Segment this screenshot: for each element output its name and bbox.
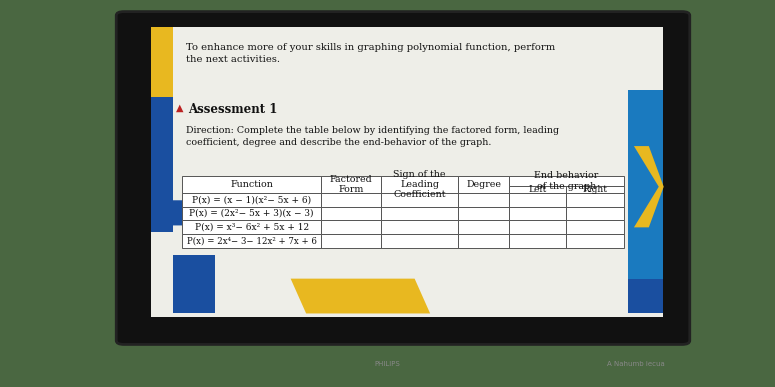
FancyBboxPatch shape xyxy=(628,90,663,279)
FancyBboxPatch shape xyxy=(458,220,509,234)
FancyBboxPatch shape xyxy=(567,207,624,220)
Text: To enhance more of your skills in graphing polynomial function, perform
the next: To enhance more of your skills in graphi… xyxy=(186,43,555,64)
FancyBboxPatch shape xyxy=(509,220,567,234)
Text: End behavior
of the graph: End behavior of the graph xyxy=(534,171,598,191)
Text: Degree: Degree xyxy=(466,180,501,189)
FancyBboxPatch shape xyxy=(567,193,624,207)
Text: PHILIPS: PHILIPS xyxy=(374,361,401,367)
FancyBboxPatch shape xyxy=(509,193,567,207)
FancyBboxPatch shape xyxy=(169,200,186,225)
FancyBboxPatch shape xyxy=(116,12,690,344)
FancyBboxPatch shape xyxy=(509,176,624,186)
FancyBboxPatch shape xyxy=(182,207,322,220)
FancyBboxPatch shape xyxy=(322,176,381,193)
Text: Sign of the
Leading
Coefficient: Sign of the Leading Coefficient xyxy=(394,170,446,199)
FancyBboxPatch shape xyxy=(509,186,567,193)
FancyBboxPatch shape xyxy=(322,193,381,207)
Text: Right: Right xyxy=(583,185,608,194)
Text: A Nahumb iecua: A Nahumb iecua xyxy=(607,361,664,367)
FancyBboxPatch shape xyxy=(322,220,381,234)
Text: P(x) = x³− 6x² + 5x + 12: P(x) = x³− 6x² + 5x + 12 xyxy=(195,223,308,232)
FancyBboxPatch shape xyxy=(151,27,663,317)
FancyBboxPatch shape xyxy=(322,207,381,220)
Polygon shape xyxy=(634,146,663,227)
Text: Direction: Complete the table below by identifying the factored form, leading
co: Direction: Complete the table below by i… xyxy=(186,126,559,147)
FancyBboxPatch shape xyxy=(182,193,322,207)
FancyBboxPatch shape xyxy=(458,176,509,193)
FancyBboxPatch shape xyxy=(381,234,458,248)
FancyBboxPatch shape xyxy=(381,176,458,193)
Text: Factored
Form: Factored Form xyxy=(329,175,373,194)
FancyBboxPatch shape xyxy=(458,207,509,220)
FancyBboxPatch shape xyxy=(628,279,663,313)
Text: ▲: ▲ xyxy=(176,103,184,113)
Text: Left: Left xyxy=(529,185,547,194)
FancyBboxPatch shape xyxy=(322,234,381,248)
Text: P(x) = (x − 1)(x²− 5x + 6): P(x) = (x − 1)(x²− 5x + 6) xyxy=(192,195,312,204)
FancyBboxPatch shape xyxy=(567,234,624,248)
FancyBboxPatch shape xyxy=(509,207,567,220)
Text: Function: Function xyxy=(230,180,273,189)
Text: P(x) = 2x⁴− 3− 12x² + 7x + 6: P(x) = 2x⁴− 3− 12x² + 7x + 6 xyxy=(187,236,317,245)
Text: P(x) = (2x²− 5x + 3)(x − 3): P(x) = (2x²− 5x + 3)(x − 3) xyxy=(189,209,314,218)
FancyBboxPatch shape xyxy=(381,193,458,207)
FancyBboxPatch shape xyxy=(182,220,322,234)
Text: Assessment 1: Assessment 1 xyxy=(188,103,277,116)
FancyBboxPatch shape xyxy=(173,255,215,313)
FancyBboxPatch shape xyxy=(567,220,624,234)
FancyBboxPatch shape xyxy=(182,176,322,193)
FancyBboxPatch shape xyxy=(509,234,567,248)
FancyBboxPatch shape xyxy=(151,27,173,97)
FancyBboxPatch shape xyxy=(567,186,624,193)
Polygon shape xyxy=(291,279,430,313)
FancyBboxPatch shape xyxy=(151,97,173,232)
FancyBboxPatch shape xyxy=(458,234,509,248)
FancyBboxPatch shape xyxy=(458,193,509,207)
FancyBboxPatch shape xyxy=(381,207,458,220)
FancyBboxPatch shape xyxy=(182,234,322,248)
FancyBboxPatch shape xyxy=(381,220,458,234)
